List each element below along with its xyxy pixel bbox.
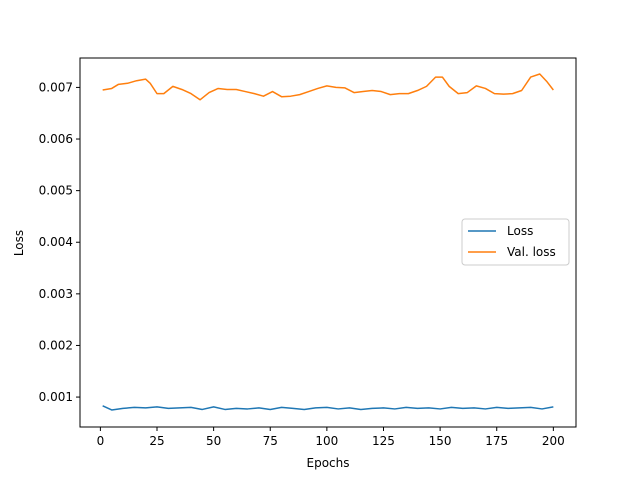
y-tick-label: 0.002 xyxy=(39,338,73,352)
y-tick-label: 0.006 xyxy=(39,132,73,146)
x-axis: 0 25 50 75 100 125 150 175 200 xyxy=(97,427,565,448)
y-tick-label: 0.001 xyxy=(39,390,73,404)
legend: Loss Val. loss xyxy=(461,218,570,266)
x-tick-label: 0 xyxy=(97,434,105,448)
x-tick-label: 100 xyxy=(315,434,338,448)
plot-lines xyxy=(102,73,554,411)
series-line-loss xyxy=(102,405,554,411)
legend-label-loss: Loss xyxy=(507,224,533,238)
y-axis-label: Loss xyxy=(12,230,26,256)
legend-label-val-loss: Val. loss xyxy=(507,245,556,259)
x-tick-label: 75 xyxy=(263,434,278,448)
x-tick-label: 50 xyxy=(206,434,221,448)
y-tick-label: 0.004 xyxy=(39,235,73,249)
x-tick-label: 125 xyxy=(372,434,395,448)
y-tick-label: 0.005 xyxy=(39,184,73,198)
x-tick-label: 200 xyxy=(542,434,565,448)
x-tick-label: 175 xyxy=(485,434,508,448)
y-tick-label: 0.007 xyxy=(39,80,73,94)
x-axis-label: Epochs xyxy=(307,456,350,470)
y-tick-label: 0.003 xyxy=(39,287,73,301)
x-tick-label: 150 xyxy=(429,434,452,448)
series-line-val-loss xyxy=(102,73,554,101)
y-axis: 0.001 0.002 0.003 0.004 0.005 0.006 0.007 xyxy=(39,80,80,404)
x-tick-label: 25 xyxy=(149,434,164,448)
